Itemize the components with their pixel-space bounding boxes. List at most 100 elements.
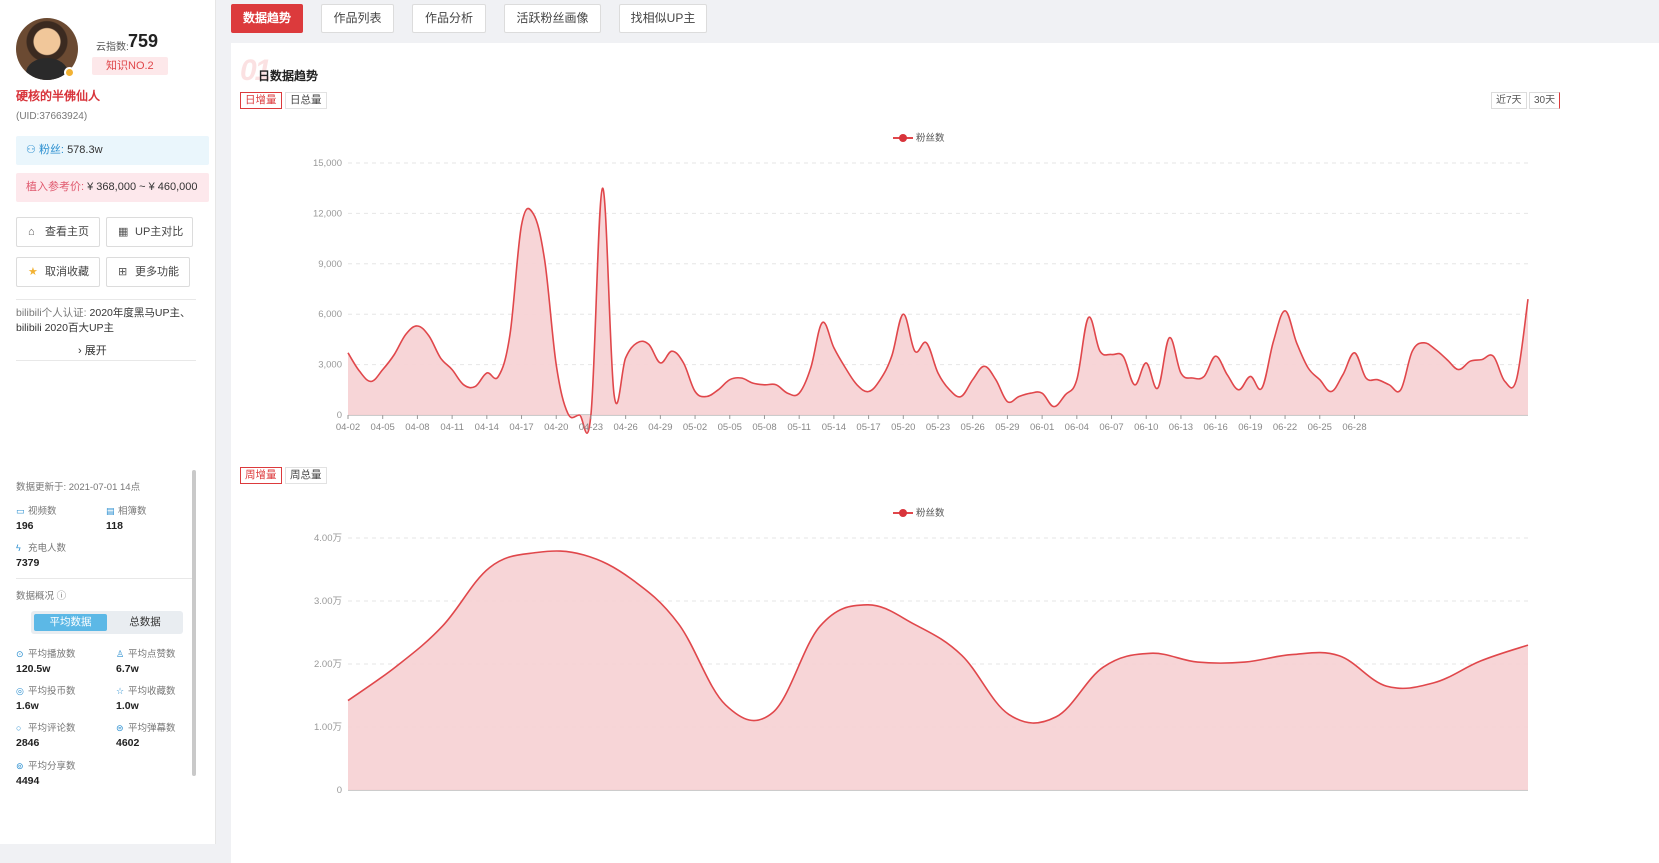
- overview-text: 数据概况: [16, 591, 55, 602]
- x-tick-label: 05-29: [995, 422, 1019, 433]
- x-tick-label: 06-01: [1030, 422, 1054, 433]
- x-tick-label: 05-23: [926, 422, 950, 433]
- fans-value: 578.3w: [67, 144, 103, 156]
- avg-favorite: ☆ 平均收藏数 1.0w: [116, 683, 176, 712]
- score-label: 云指数:: [96, 42, 129, 53]
- tab-works-list[interactable]: 作品列表: [321, 4, 394, 33]
- stat-value: 1.0w: [116, 700, 139, 712]
- cert-label: bilibili个人认证:: [16, 307, 87, 319]
- stat-label: 平均点赞数: [128, 649, 176, 660]
- weekly-total-toggle[interactable]: 周总量: [285, 467, 327, 484]
- tab-similar-up[interactable]: 找相似UP主: [619, 4, 707, 33]
- daily-total-toggle[interactable]: 日总量: [285, 92, 327, 109]
- stat-label: 平均评论数: [28, 723, 76, 734]
- verified-badge-icon: [64, 67, 75, 78]
- y-tick-label: 12,000: [313, 208, 342, 219]
- range-7d[interactable]: 近7天: [1491, 92, 1527, 109]
- unfavorite-button[interactable]: ★ 取消收藏: [16, 257, 100, 287]
- compare-icon: ▦: [118, 226, 129, 238]
- share-icon: ⊚: [16, 761, 24, 771]
- daily-fans-chart: 0 3,000 6,000 9,000 12,000 15,000 04-02 04-05 04…: [313, 158, 1529, 434]
- y-tick-label: 3.00万: [314, 596, 342, 607]
- home-button[interactable]: ⌂ 查看主页: [16, 217, 100, 247]
- x-tick-label: 05-02: [683, 422, 707, 433]
- section-number: 01: [240, 54, 271, 87]
- stat-label: 视频数: [28, 506, 57, 517]
- stat-label: 平均收藏数: [128, 686, 176, 697]
- compare-button[interactable]: ▦ UP主对比: [106, 217, 193, 247]
- more-button[interactable]: ⊞ 更多功能: [106, 257, 190, 287]
- daily-increment-toggle[interactable]: 日增量: [240, 92, 282, 109]
- like-icon: ♙: [116, 649, 125, 659]
- legend-label: 粉丝数: [916, 133, 945, 144]
- stat-label: 平均投币数: [28, 686, 76, 697]
- tab-works-analysis[interactable]: 作品分析: [412, 4, 486, 33]
- x-tick-label: 05-17: [856, 422, 880, 433]
- more-button-label: 更多功能: [135, 266, 179, 278]
- fans-icon: ⚇: [26, 144, 36, 156]
- x-tick-label: 06-16: [1203, 422, 1227, 433]
- legend-label: 粉丝数: [916, 508, 945, 519]
- legend-marker-icon: [893, 508, 913, 518]
- certification: bilibili个人认证: 2020年度黑马UP主、bilibili 2020百…: [16, 306, 191, 336]
- sidebar-scrollbar[interactable]: [192, 470, 196, 776]
- x-tick-label: 06-04: [1065, 422, 1089, 433]
- stat-label: 充电人数: [28, 543, 67, 554]
- legend-marker-icon: [893, 133, 913, 143]
- tab-data-trend[interactable]: 数据趋势: [231, 4, 303, 33]
- home-button-label: 查看主页: [45, 226, 89, 238]
- avatar[interactable]: [16, 18, 78, 80]
- overview-label: 数据概况 ⓘ: [16, 588, 66, 602]
- stat-value: 4494: [16, 775, 40, 787]
- avg-play: ⊙ 平均播放数 120.5w: [16, 646, 76, 675]
- x-tick-label: 05-20: [891, 422, 915, 433]
- price-box: 植入参考价: ¥ 368,000 ~ ¥ 460,000: [16, 173, 209, 202]
- divider: [16, 299, 196, 300]
- y-tick-label: 0: [337, 410, 342, 421]
- avg-share: ⊚ 平均分享数 4494: [16, 758, 76, 787]
- coin-icon: ◎: [16, 686, 24, 696]
- stat-value: 2846: [16, 737, 40, 749]
- avg-like: ♙ 平均点赞数 6.7w: [116, 646, 176, 675]
- stat-value: 7379: [16, 557, 40, 569]
- comment-icon: ○: [16, 723, 22, 733]
- x-tick-label: 04-20: [544, 422, 568, 433]
- chart1-legend[interactable]: 粉丝数: [893, 130, 945, 144]
- avg-coin: ◎ 平均投币数 1.6w: [16, 683, 76, 712]
- weekly-increment-toggle[interactable]: 周增量: [240, 467, 282, 484]
- x-tick-label: 04-23: [579, 422, 603, 433]
- x-tick-label: 06-22: [1273, 422, 1297, 433]
- play-icon: ⊙: [16, 649, 24, 659]
- stat-label: 平均分享数: [28, 761, 76, 772]
- stat-charge: ϟ 充电人数 7379: [16, 540, 66, 569]
- chart2-legend[interactable]: 粉丝数: [893, 505, 945, 519]
- series-line: [347, 550, 1529, 724]
- series-line: [347, 187, 1529, 434]
- price-label: 植入参考价:: [26, 181, 85, 193]
- tab-fans-portrait[interactable]: 活跃粉丝画像: [504, 4, 601, 33]
- x-tick-label: 05-05: [718, 422, 742, 433]
- x-tick-label: 04-26: [613, 422, 637, 433]
- y-tick-label: 1.00万: [314, 722, 342, 733]
- avg-danmaku: ⊜ 平均弹幕数 4602: [116, 720, 176, 749]
- y-tick-label: 4.00万: [314, 533, 342, 544]
- x-tick-label: 06-13: [1169, 422, 1193, 433]
- up-name[interactable]: 硬核的半佛仙人: [16, 89, 101, 103]
- x-tick-label: 04-02: [336, 422, 360, 433]
- album-icon: ▤: [106, 506, 115, 516]
- y-tick-label: 6,000: [318, 309, 342, 320]
- y-tick-label: 2.00万: [314, 659, 342, 670]
- x-tick-label: 06-07: [1099, 422, 1123, 433]
- y-tick-label: 3,000: [318, 360, 342, 371]
- y-tick-label: 15,000: [313, 158, 342, 169]
- help-icon[interactable]: ⓘ: [56, 591, 67, 602]
- range-30d[interactable]: 30天: [1529, 92, 1561, 109]
- x-tick-label: 06-10: [1134, 422, 1158, 433]
- total-data-tab[interactable]: 总数据: [129, 616, 161, 628]
- avg-data-tab[interactable]: 平均数据: [34, 614, 107, 631]
- chevron-right-icon: ›: [78, 345, 82, 357]
- grid-icon: ⊞: [118, 266, 128, 278]
- section-title: 日数据趋势: [258, 69, 319, 83]
- star-outline-icon: ☆: [116, 686, 125, 696]
- expand-button[interactable]: › 展开: [78, 342, 107, 358]
